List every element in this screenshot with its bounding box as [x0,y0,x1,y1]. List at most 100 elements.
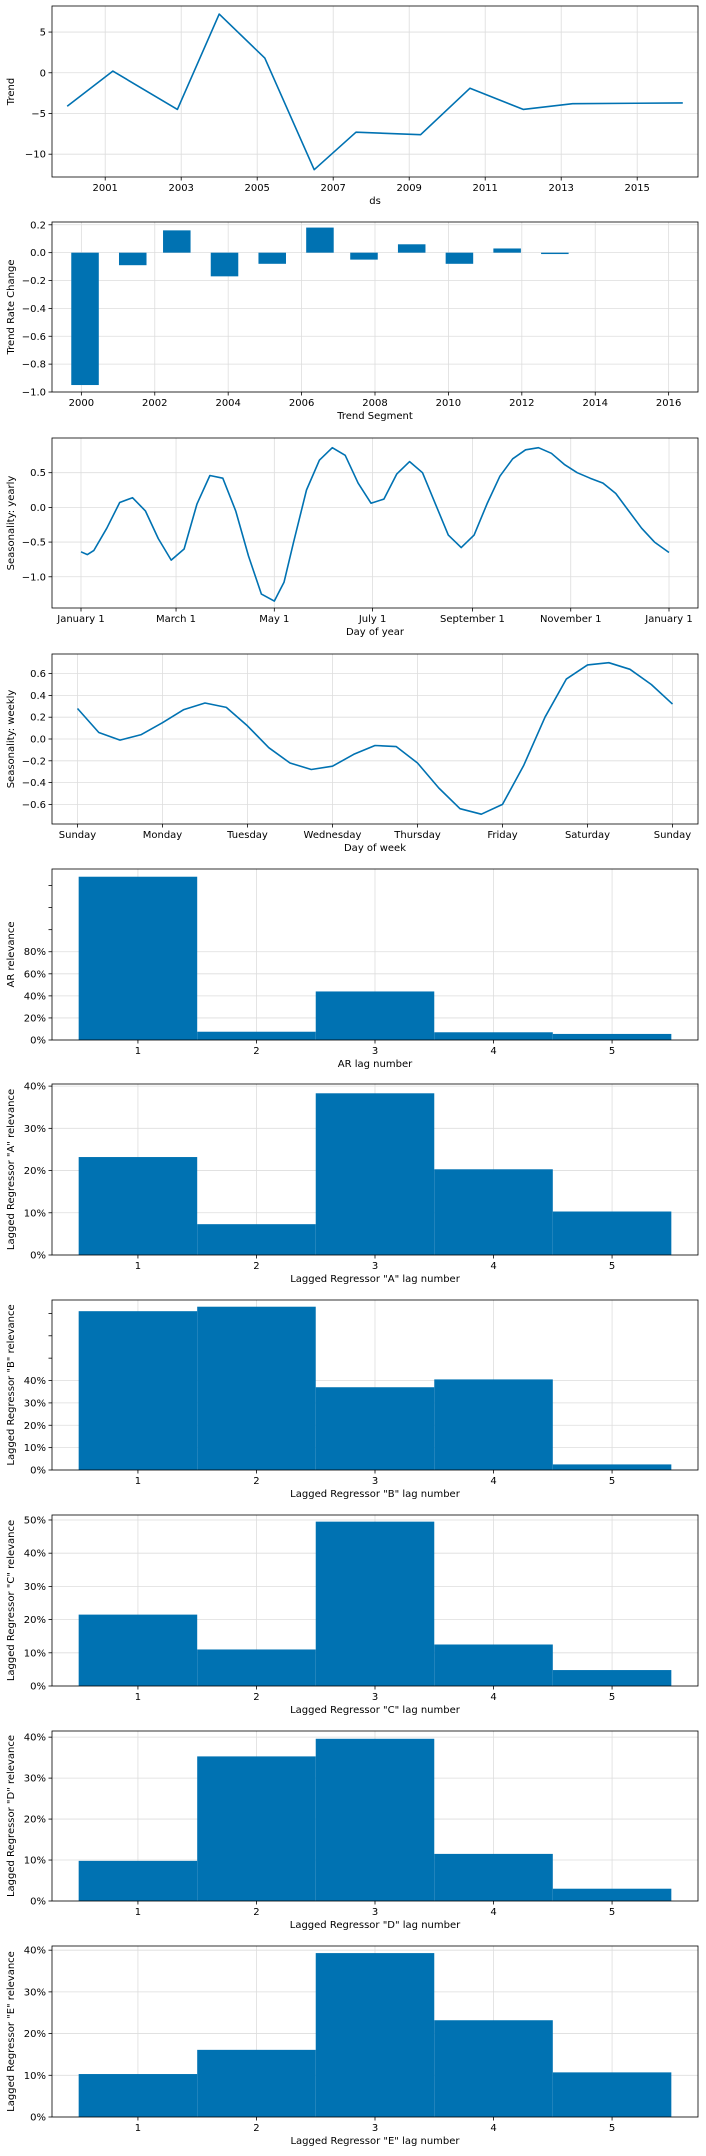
bar [434,1853,553,1901]
bar [552,2072,672,2117]
y-tick-label: 0 [40,68,46,79]
y-axis-label: Lagged Regressor "D" relevance [6,1735,17,1897]
y-axis-label: Trend [6,78,17,106]
bar [315,1953,435,2117]
bar [258,252,286,264]
x-tick-label: 3 [372,2123,378,2134]
bar [197,1756,316,1901]
x-axis: Sunday Monday Tuesday Wednesday Thursday Frid… [59,824,691,854]
bar [118,252,147,266]
x-tick-label: 2 [253,1261,259,1272]
chart-panel: 1 2 3 4 5 Lagged Regressor "B" lag number 0% 10… [6,1299,699,1500]
y-tick-label: 0.0 [30,248,46,259]
x-tick-label: 4 [490,1692,496,1703]
y-tick-label: 10% [24,1648,46,1659]
y-tick-label: 10% [24,2071,46,2082]
y-tick-label: 0% [30,1036,46,1047]
x-axis-label: Lagged Regressor "E" lag number [290,2136,460,2147]
y-tick-label: −0.5 [22,538,46,549]
x-tick-label: March 1 [156,614,196,625]
x-tick-label: Wednesday [304,830,362,841]
x-axis: 1 2 3 4 5 Lagged Regressor "E" lag number [135,2117,615,2147]
x-tick-label: 3 [372,1476,378,1487]
y-tick-label: 40% [24,1946,46,1957]
y-tick-label: 80% [24,947,46,958]
chart-panel: 1 2 3 4 5 AR lag number 0% 20% 40% 60% 80% AR relev… [6,868,699,1070]
x-axis-label: Day of year [346,627,405,638]
y-tick-label: 30% [24,1774,46,1785]
x-axis: 2001 2003 2005 2007 2009 2011 2013 2015 ds [92,177,650,207]
x-tick-label: 2005 [244,183,269,194]
x-tick-label: 1 [135,1476,141,1487]
bar [210,252,239,277]
data-marks [78,1093,672,1255]
x-tick-label: January 1 [56,614,104,625]
y-axis-label: Lagged Regressor "A" relevance [6,1089,17,1250]
x-tick-label: 2004 [215,398,240,409]
bar [434,1379,553,1470]
x-tick-label: 2012 [509,398,534,409]
y-axis: 0% 10% 20% 30% 40% 50% Lagged Regressor "C" re… [6,1515,52,1693]
x-tick-label: Tuesday [226,830,268,841]
x-tick-label: 5 [609,1692,615,1703]
y-axis-label: AR relevance [6,922,17,988]
bar [350,252,378,260]
y-tick-label: 0.5 [30,468,46,479]
bar [197,1224,316,1255]
x-tick-label: 5 [609,1046,615,1057]
x-tick-label: Sunday [59,830,96,841]
bar [434,1032,553,1040]
x-tick-label: January 1 [644,614,692,625]
x-tick-label: 3 [372,1692,378,1703]
data-marks [76,661,674,816]
bar [71,252,99,386]
y-axis: 0% 20% 40% 60% 80% AR relevance [6,885,52,1047]
bar [315,1093,435,1255]
x-tick-label: 2013 [548,183,573,194]
x-axis: 2000 2002 2004 2006 2008 2010 2012 2014 2016 Tren… [69,392,681,422]
y-tick-label: 0% [30,2113,46,2124]
x-tick-label: 1 [135,1692,141,1703]
y-tick-label: 0% [30,1682,46,1693]
y-tick-label: 50% [24,1515,46,1526]
x-tick-label: Monday [143,830,183,841]
y-axis: 5 0 −5 −10 Trend [6,28,52,161]
y-tick-label: −0.4 [22,778,46,789]
y-tick-label: 20% [24,2029,46,2040]
bar [552,1211,672,1255]
x-axis-label: ds [369,196,381,207]
x-axis-label: Trend Segment [336,411,413,422]
y-tick-label: −0.6 [22,332,46,343]
x-tick-label: 1 [135,1907,141,1918]
x-tick-label: 5 [609,2123,615,2134]
bar [315,991,435,1040]
bar [78,1311,198,1470]
y-axis-label: Trend Rate Change [6,260,17,356]
y-tick-label: −1.0 [22,388,46,399]
x-tick-label: 2014 [583,398,608,409]
bar [434,2020,553,2117]
x-axis: 1 2 3 4 5 Lagged Regressor "D" lag number [135,1901,615,1931]
chart-panel: 1 2 3 4 5 Lagged Regressor "D" lag number 0% 10… [6,1730,699,1931]
x-tick-label: 1 [135,1261,141,1272]
y-axis-label: Lagged Regressor "C" relevance [6,1520,17,1681]
bar [552,1670,672,1686]
x-tick-label: 1 [135,2123,141,2134]
axes-frame [51,5,699,178]
x-tick-label: Thursday [393,830,441,841]
bar [78,1860,198,1901]
x-tick-label: 2002 [142,398,167,409]
x-tick-label: 2 [253,1907,259,1918]
chart-panel: 2001 2003 2005 2007 2009 2011 2013 2015 ds 5 0 −5 −1… [6,5,699,207]
y-tick-label: 20% [24,1166,46,1177]
bar [306,227,334,253]
bar [197,1031,316,1040]
y-tick-label: −0.2 [22,276,46,287]
series-line [80,446,670,602]
bar [78,1157,198,1255]
x-tick-label: 2000 [69,398,94,409]
chart-panel: January 1 March 1 May 1 July 1 September 1 No… [6,437,699,638]
data-marks [78,876,672,1040]
bar [397,244,426,253]
x-axis-label: AR lag number [338,1059,413,1070]
